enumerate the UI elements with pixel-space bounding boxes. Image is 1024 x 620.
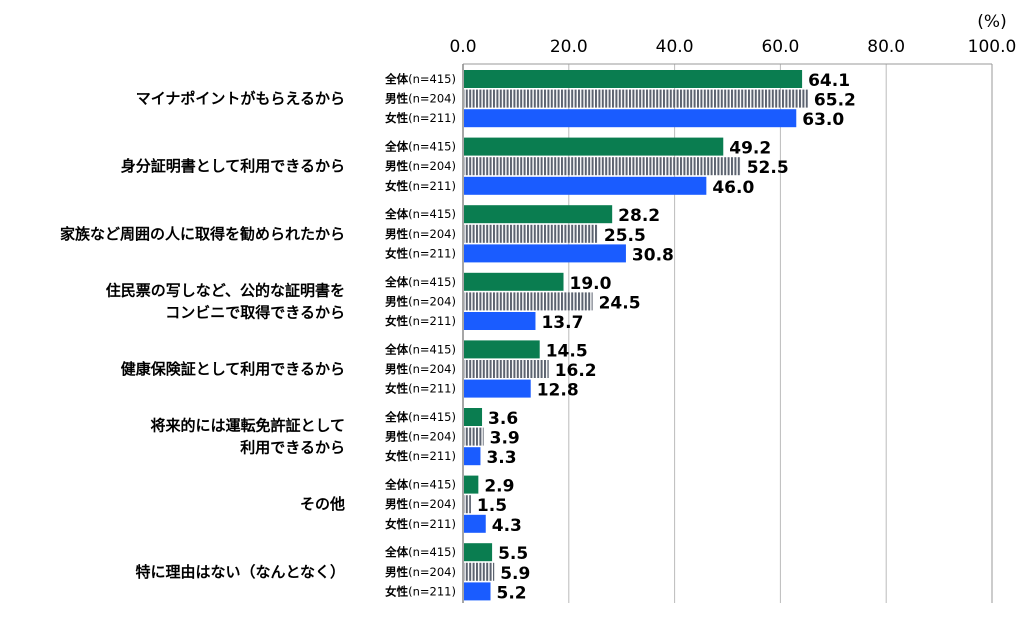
x-tick-label: 80.0 xyxy=(867,37,905,57)
bar-男性 xyxy=(464,427,484,446)
bar-男性 xyxy=(464,360,549,378)
data-label: 3.9 xyxy=(490,429,520,449)
category-label: 特に理由はない（なんとなく） xyxy=(135,563,345,581)
series-label: 男性(n=204) xyxy=(385,565,456,579)
data-label: 12.8 xyxy=(537,381,579,401)
data-label: 5.2 xyxy=(497,583,527,603)
series-label: 全体(n=415) xyxy=(384,207,456,221)
series-label: 女性(n=211) xyxy=(385,584,456,598)
series-label: 男性(n=204) xyxy=(385,159,456,173)
data-label: 13.7 xyxy=(541,313,583,333)
series-label: 全体(n=415) xyxy=(384,72,456,86)
bar-男性 xyxy=(464,292,593,311)
bar-男性 xyxy=(464,495,471,514)
bar-全体 xyxy=(464,137,724,156)
bar-全体 xyxy=(464,340,540,359)
bar-男性 xyxy=(464,157,741,176)
series-label: 男性(n=204) xyxy=(385,497,456,511)
category-label: 家族など周囲の人に取得を勧められたから xyxy=(60,225,345,243)
data-label: 1.5 xyxy=(477,496,507,516)
bar-男性 xyxy=(464,224,598,243)
data-label: 4.3 xyxy=(492,516,522,536)
data-label: 2.9 xyxy=(484,477,514,497)
series-label: 女性(n=211) xyxy=(385,246,456,260)
x-tick-label: 20.0 xyxy=(550,37,588,57)
series-label: 全体(n=415) xyxy=(384,410,456,424)
series-label: 女性(n=211) xyxy=(385,449,456,463)
category-label: コンビニで取得できるから xyxy=(165,303,345,321)
bar-全体 xyxy=(464,543,493,562)
bar-女性 xyxy=(464,514,486,533)
bar-女性 xyxy=(464,244,626,263)
series-label: 女性(n=211) xyxy=(385,517,456,531)
category-label: その他 xyxy=(300,495,345,513)
bar-全体 xyxy=(464,205,613,224)
data-label: 49.2 xyxy=(729,139,771,159)
data-label: 5.9 xyxy=(500,564,530,584)
data-label: 5.5 xyxy=(498,544,528,564)
unit-label: (%) xyxy=(977,12,1006,32)
bar-女性 xyxy=(464,582,491,601)
bar-全体 xyxy=(464,408,483,426)
data-label: 28.2 xyxy=(618,206,660,226)
bar-女性 xyxy=(464,176,707,195)
data-label: 14.5 xyxy=(546,341,588,361)
data-label: 30.8 xyxy=(632,245,674,265)
category-label: 将来的には運転免許証として xyxy=(150,417,345,435)
data-label: 64.1 xyxy=(808,71,850,91)
category-label: 住民票の写しなど、公的な証明書を xyxy=(106,281,345,299)
series-label: 全体(n=415) xyxy=(384,140,456,154)
series-label: 全体(n=415) xyxy=(384,342,456,356)
data-label: 16.2 xyxy=(555,361,597,381)
series-label: 全体(n=415) xyxy=(384,478,456,492)
category-label: 利用できるから xyxy=(240,439,345,457)
data-label: 25.5 xyxy=(604,226,646,246)
bar-女性 xyxy=(464,109,797,128)
data-label: 24.5 xyxy=(599,293,641,313)
series-label: 男性(n=204) xyxy=(385,227,456,241)
category-label: 健康保険証として利用できるから xyxy=(121,360,345,378)
data-label: 63.0 xyxy=(802,110,844,130)
series-label: 男性(n=204) xyxy=(385,362,456,376)
series-label: 全体(n=415) xyxy=(384,275,456,289)
series-label: 女性(n=211) xyxy=(385,314,456,328)
data-label: 46.0 xyxy=(712,178,754,198)
x-tick-label: 0.0 xyxy=(449,37,476,57)
series-label: 男性(n=204) xyxy=(385,430,456,444)
series-label: 男性(n=204) xyxy=(385,92,456,106)
bar-男性 xyxy=(464,562,495,581)
bar-男性 xyxy=(464,89,808,108)
x-tick-label: 100.0 xyxy=(968,37,1017,57)
data-label: 19.0 xyxy=(570,274,612,294)
series-label: 女性(n=211) xyxy=(385,382,456,396)
category-label: 身分証明書として利用できるから xyxy=(121,157,345,175)
series-label: 女性(n=211) xyxy=(385,111,456,125)
x-tick-label: 60.0 xyxy=(761,37,799,57)
data-label: 3.6 xyxy=(488,409,518,429)
bar-全体 xyxy=(464,70,803,88)
data-label: 52.5 xyxy=(747,158,789,178)
data-label: 3.3 xyxy=(486,448,516,468)
bar-女性 xyxy=(464,447,481,466)
series-label: 全体(n=415) xyxy=(384,545,456,559)
data-label: 65.2 xyxy=(814,91,856,111)
bar-女性 xyxy=(464,312,536,330)
series-label: 女性(n=211) xyxy=(385,179,456,193)
category-label: マイナポイントがもらえるから xyxy=(136,90,345,108)
x-tick-label: 40.0 xyxy=(656,37,694,57)
bar-全体 xyxy=(464,475,479,494)
series-label: 男性(n=204) xyxy=(385,294,456,308)
bar-女性 xyxy=(464,379,531,398)
bar-全体 xyxy=(464,272,564,291)
